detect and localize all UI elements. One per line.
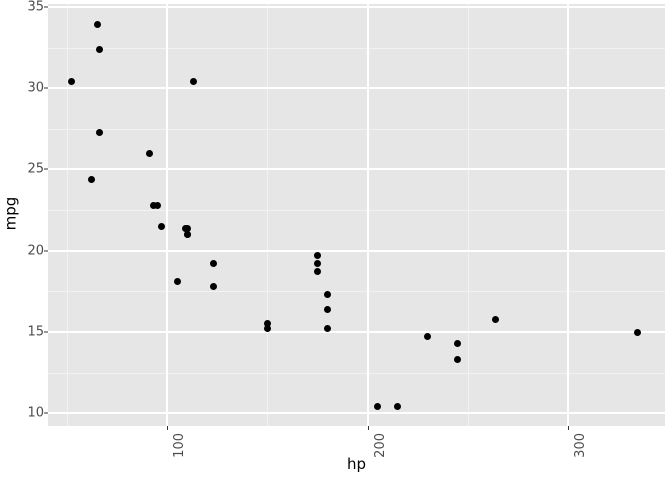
y-tick-label: 30 (27, 80, 44, 96)
data-point (454, 356, 462, 364)
data-point (492, 315, 500, 323)
y-tick-mark (44, 87, 48, 89)
gridline-major-vertical (166, 4, 169, 426)
data-point (67, 78, 75, 86)
data-point (323, 325, 331, 333)
gridline-major-horizontal (48, 87, 665, 90)
data-point (149, 201, 157, 209)
data-point (87, 175, 95, 183)
gridline-major-vertical (366, 4, 369, 426)
gridline-major-vertical (566, 4, 569, 426)
data-point (313, 252, 321, 260)
gridline-major-horizontal (48, 5, 665, 8)
x-axis-title: hp (346, 455, 367, 473)
y-axis-title: mpg (0, 0, 22, 426)
plot-panel (48, 4, 665, 426)
gridline-minor-vertical (67, 4, 69, 426)
gridline-minor-horizontal (48, 128, 665, 130)
y-axis-title-text: mpg (1, 196, 20, 230)
y-tick-label: 15 (27, 324, 44, 340)
data-point (323, 291, 331, 299)
gridline-minor-horizontal (48, 372, 665, 374)
y-tick-mark (44, 168, 48, 170)
data-point (95, 45, 103, 53)
data-point (157, 222, 165, 230)
x-tick-label: 300 (572, 433, 588, 458)
gridline-minor-vertical (267, 4, 269, 426)
data-point (209, 260, 217, 268)
data-point (183, 231, 191, 238)
gridline-minor-horizontal (48, 210, 665, 212)
y-tick-mark (44, 331, 48, 333)
data-point (189, 78, 197, 86)
gridline-minor-vertical (467, 4, 469, 426)
x-tick-mark (367, 426, 369, 430)
y-tick-mark (44, 412, 48, 414)
gridline-major-horizontal (48, 412, 665, 415)
data-point (145, 149, 153, 157)
data-point (95, 128, 103, 136)
data-point (374, 403, 382, 411)
y-axis: 10 15 20 25 30 35 (22, 0, 44, 426)
data-point (173, 278, 181, 286)
x-tick-mark (567, 426, 569, 430)
data-point (634, 328, 642, 336)
data-point (323, 305, 331, 313)
y-tick-label: 25 (27, 161, 44, 177)
gridline-minor-horizontal (48, 47, 665, 49)
data-point (313, 268, 321, 276)
y-tick-label: 10 (27, 405, 44, 421)
data-point (424, 333, 432, 341)
data-point (93, 21, 101, 29)
gridline-major-horizontal (48, 249, 665, 252)
gridline-major-horizontal (48, 168, 665, 171)
x-tick-label: 200 (372, 433, 388, 458)
gridline-minor-horizontal (48, 291, 665, 293)
y-tick-mark (44, 6, 48, 8)
gridline-major-horizontal (48, 331, 665, 334)
data-point (209, 283, 217, 291)
data-point (313, 260, 321, 268)
x-tick-mark (167, 426, 169, 430)
data-point (263, 325, 271, 333)
data-point (181, 224, 189, 232)
data-point (394, 403, 402, 411)
data-point (263, 320, 271, 328)
x-tick-label: 100 (172, 433, 188, 458)
y-tick-mark (44, 250, 48, 252)
data-point (153, 201, 161, 209)
y-tick-label: 35 (27, 0, 44, 15)
data-point (454, 339, 462, 347)
y-tick-label: 20 (27, 243, 44, 259)
